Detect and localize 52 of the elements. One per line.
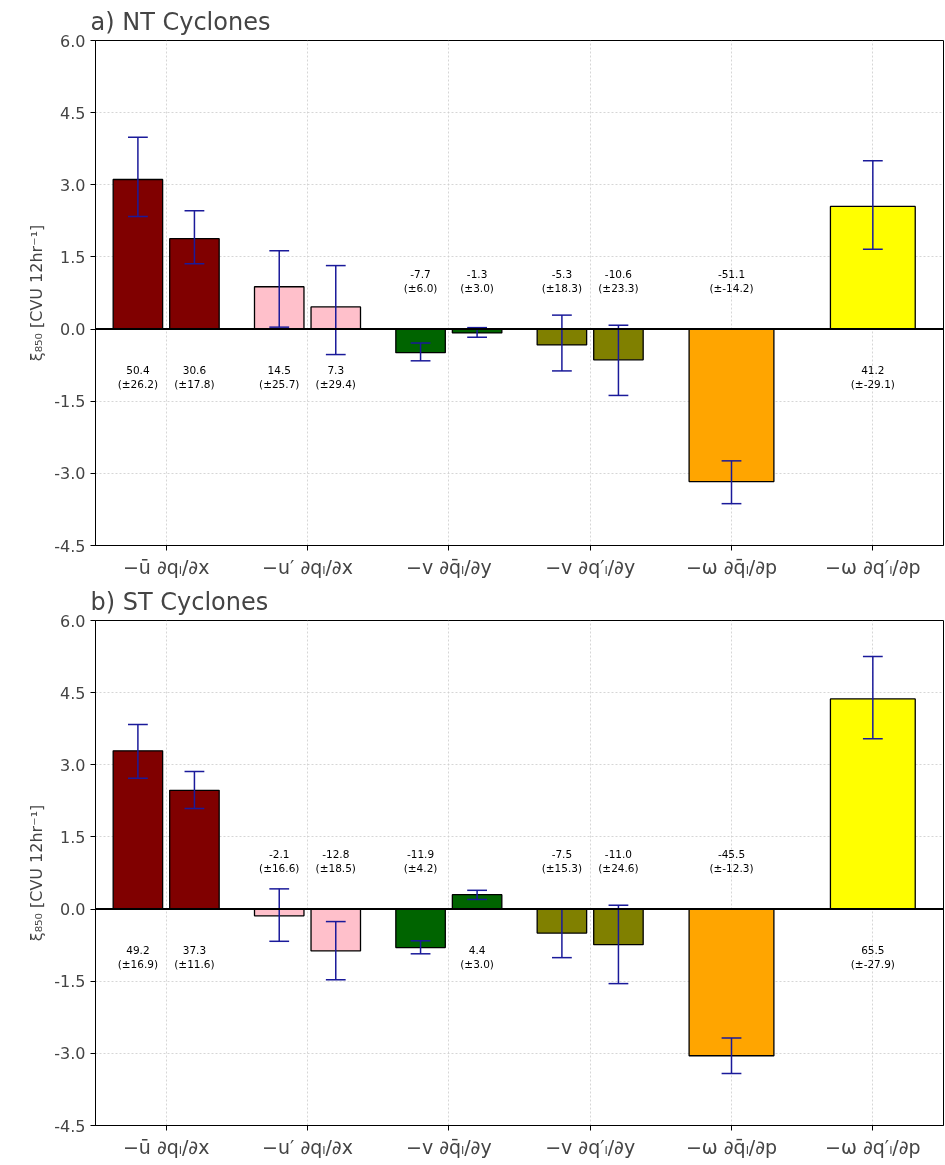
y-tick-label: -1.5 [54, 972, 86, 992]
annotation: 4.4 (±3.0) [460, 943, 494, 971]
annotation: -5.3 (±18.3) [541, 267, 583, 295]
y-tick-label: 6.0 [60, 31, 86, 51]
annotation: 37.3 (±11.6) [174, 943, 215, 971]
annotation: -51.1 (±-14.2) [709, 267, 754, 295]
y-tick-label: -1.5 [54, 392, 86, 412]
annotation: 49.2 (±16.9) [117, 943, 159, 971]
y-tick-label: 1.5 [60, 247, 86, 267]
x-tick-label: −v ∂q′ₗ/∂y [545, 1135, 636, 1158]
annotation: -45.5 (±-12.3) [709, 847, 754, 875]
x-tick-label: −v ∂q′ₗ/∂y [545, 555, 636, 578]
y-tick-label: -4.5 [54, 536, 86, 556]
y-tick-label: 3.0 [60, 175, 86, 195]
x-tick-label: −ω ∂q′ₗ/∂p [825, 1135, 921, 1158]
y-axis-title: ξ₈₅₀ [CVU 12hr⁻¹] [27, 804, 47, 942]
chart-title: b) ST Cyclones [90, 587, 269, 616]
x-tick-label: −ū ∂qₗ/∂x [122, 555, 210, 578]
x-tick-label: −ω ∂q̄ₗ/∂p [685, 555, 778, 578]
annotation: -11.0 (±24.6) [598, 847, 639, 875]
annotation: -1.3 (±3.0) [460, 267, 494, 295]
y-tick-label: 4.5 [60, 683, 86, 703]
y-tick-label: 1.5 [60, 827, 86, 847]
y-tick-label: 4.5 [60, 103, 86, 123]
y-tick-label: 6.0 [60, 611, 86, 631]
annotation: -11.9 (±4.2) [403, 847, 438, 875]
chart-title: a) NT Cyclones [90, 7, 271, 36]
x-tick-label: −u′ ∂qₗ/∂x [262, 555, 353, 578]
annotation: -2.1 (±16.6) [259, 847, 300, 875]
annotation: 7.3 (±29.4) [315, 363, 356, 391]
annotation: -10.6 (±23.3) [598, 267, 639, 295]
annotation: 41.2 (±-29.1) [850, 363, 895, 391]
annotation: 14.5 (±25.7) [259, 363, 300, 391]
x-tick-label: −v ∂q̄ₗ/∂y [405, 555, 492, 578]
annotation: -12.8 (±18.5) [315, 847, 356, 875]
y-axis-title: ξ₈₅₀ [CVU 12hr⁻¹] [27, 224, 47, 362]
y-tick-label: -3.0 [54, 464, 86, 484]
annotation: 30.6 (±17.8) [174, 363, 215, 391]
annotation: 50.4 (±26.2) [117, 363, 159, 391]
y-tick-label: 3.0 [60, 755, 86, 775]
annotation: 65.5 (±-27.9) [850, 943, 895, 971]
annotation: -7.7 (±6.0) [403, 267, 438, 295]
y-tick-label: -4.5 [54, 1116, 86, 1136]
annotation: -7.5 (±15.3) [541, 847, 583, 875]
y-tick-label: 0.0 [60, 900, 86, 920]
x-tick-label: −ω ∂q̄ₗ/∂p [685, 1135, 778, 1158]
x-tick-label: −v ∂q̄ₗ/∂y [405, 1135, 492, 1158]
x-tick-label: −ū ∂qₗ/∂x [122, 1135, 210, 1158]
x-tick-label: −ω ∂q′ₗ/∂p [825, 555, 921, 578]
x-tick-label: −u′ ∂qₗ/∂x [262, 1135, 353, 1158]
y-tick-label: -3.0 [54, 1044, 86, 1064]
y-tick-label: 0.0 [60, 320, 86, 340]
